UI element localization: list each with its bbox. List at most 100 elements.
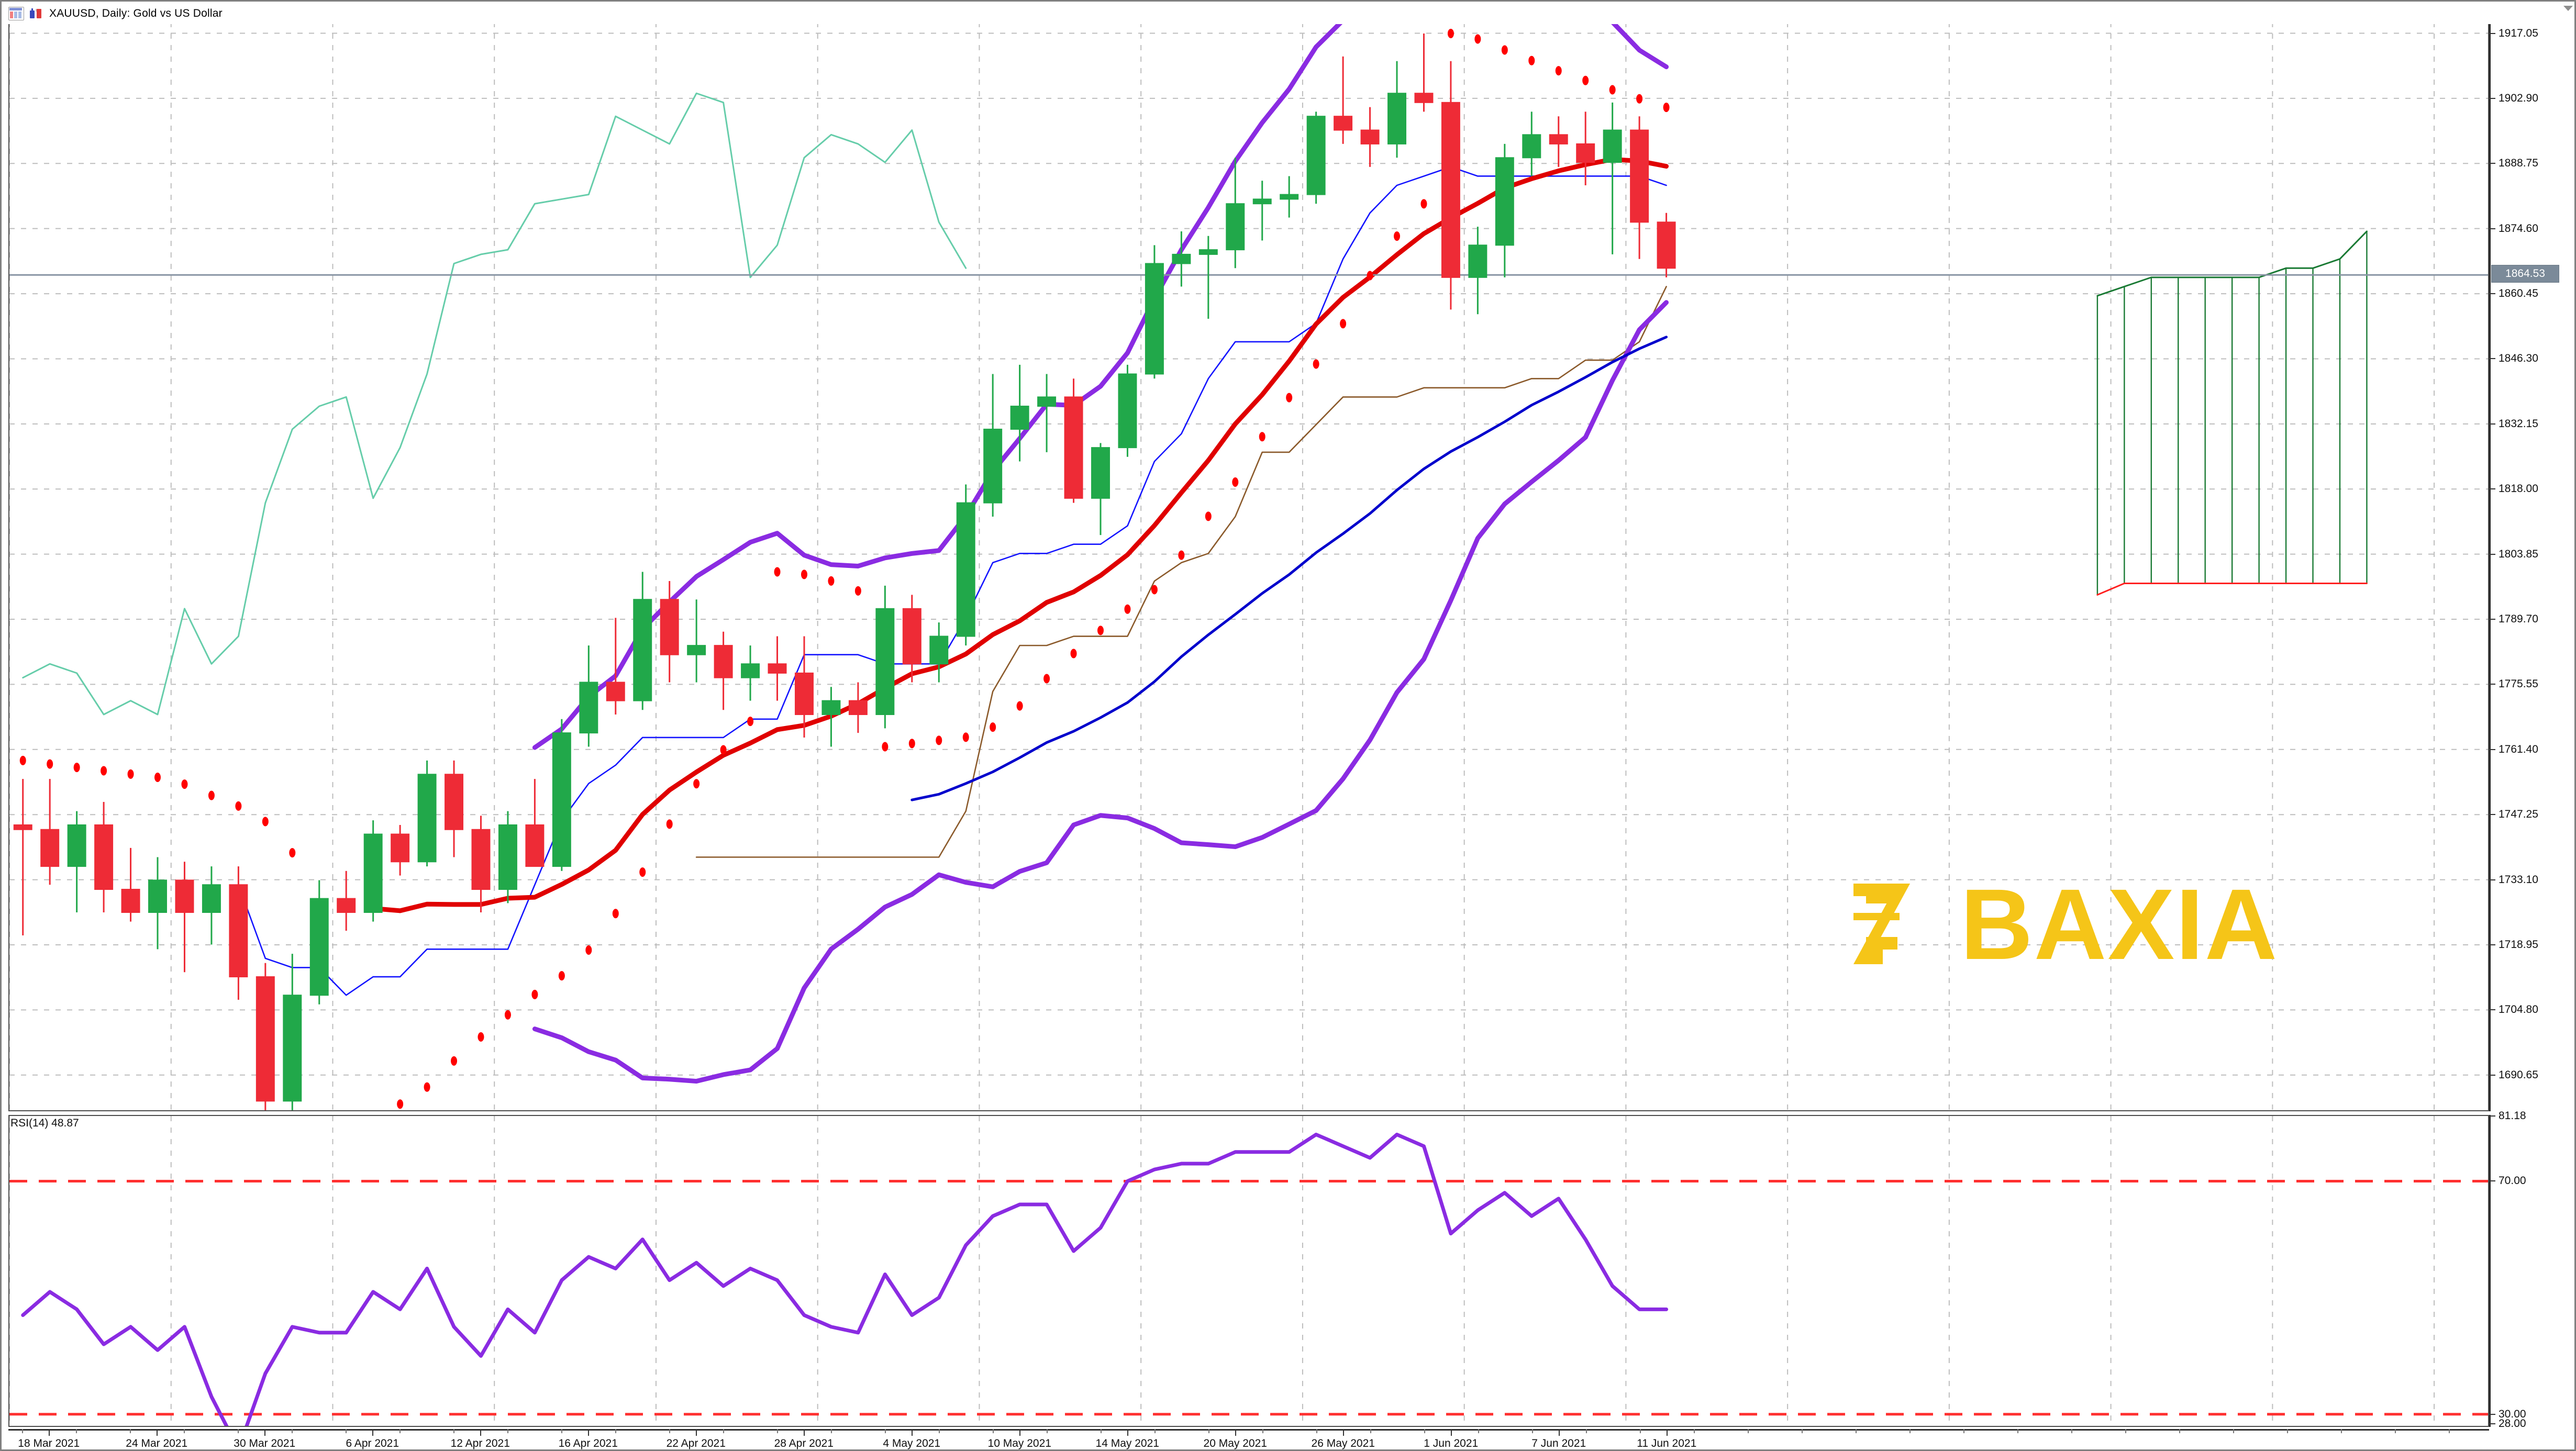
current-price-badge: 1864.53 (2491, 265, 2559, 283)
date-axis-tick (1559, 1429, 1560, 1436)
rsi-line (21, 1132, 1669, 1426)
date-axis-minor-tick (2017, 1429, 2018, 1433)
price-chart-svg (9, 10, 2488, 1110)
price-axis-label: 1917.05 (2499, 27, 2538, 39)
date-axis: 18 Mar 2021 24 Mar 2021 30 Mar 2021 6 Apr 2… (8, 1429, 2489, 1449)
price-axis-label: 1789.70 (2499, 613, 2538, 626)
date-axis-label: 28 Apr 2021 (774, 1437, 834, 1449)
date-axis-label: 1 Jun 2021 (1424, 1437, 1479, 1449)
rsi-axis: 81.18 70.00 30.00 28.00 (2489, 1110, 2574, 1430)
bollinger-lower (532, 300, 1669, 1084)
rsi-indicator-label: RSI(14) 48.87 (10, 1117, 79, 1129)
chart-title-bar: XAUUSD, Daily: Gold vs US Dollar (3, 3, 2574, 24)
date-axis-minor-tick (1478, 1429, 1479, 1433)
date-axis-minor-tick (345, 1429, 347, 1433)
price-axis-tick (2489, 293, 2495, 295)
candlestick-series (13, 33, 1676, 1110)
date-axis-label: 24 Mar 2021 (126, 1437, 188, 1449)
date-axis-label: 11 Jun 2021 (1637, 1437, 1697, 1449)
price-axis-tick (2489, 358, 2495, 360)
date-axis-minor-tick (830, 1429, 832, 1433)
date-axis-minor-tick (183, 1429, 185, 1433)
rsi-axis-label: 70.00 (2499, 1175, 2526, 1187)
price-axis-label: 1846.30 (2499, 352, 2538, 365)
date-axis-label: 18 Mar 2021 (18, 1437, 80, 1449)
price-axis-tick (2489, 163, 2495, 164)
rsi-axis-label: 30.00 (2499, 1408, 2526, 1420)
price-chart-pane[interactable] (8, 9, 2489, 1111)
date-axis-minor-tick (2394, 1429, 2396, 1433)
date-axis-minor-tick (561, 1429, 562, 1433)
date-axis-minor-tick (1046, 1429, 1048, 1433)
price-axis-label: 1888.75 (2499, 157, 2538, 170)
date-axis-label: 22 Apr 2021 (666, 1437, 726, 1449)
price-axis-tick (2489, 553, 2495, 555)
date-axis-tick (1343, 1429, 1345, 1436)
date-axis-minor-tick (237, 1429, 239, 1433)
rsi-axis-label: 28.00 (2499, 1417, 2526, 1430)
date-axis-minor-tick (1801, 1429, 1803, 1433)
date-axis-minor-tick (21, 1429, 23, 1433)
date-axis-label: 6 Apr 2021 (346, 1437, 399, 1449)
date-axis-tick (804, 1429, 805, 1436)
scroll-up-icon[interactable] (2562, 4, 2574, 13)
price-axis-tick (2489, 619, 2495, 620)
price-axis-tick (2489, 423, 2495, 425)
rsi-chart-svg (9, 1116, 2488, 1426)
price-axis-label: 1761.40 (2499, 743, 2538, 755)
date-axis-label: 30 Mar 2021 (234, 1437, 296, 1449)
date-axis-minor-tick (75, 1429, 77, 1433)
date-axis-minor-tick (1262, 1429, 1263, 1433)
chart-grid-icon[interactable] (8, 7, 24, 20)
tenkan-sen (238, 166, 1667, 996)
date-axis-minor-tick (776, 1429, 778, 1433)
date-axis-minor-tick (1208, 1429, 1209, 1433)
date-axis-minor-tick (1531, 1429, 1533, 1433)
moving-average-slow (911, 336, 1668, 801)
date-axis-minor-tick (1424, 1429, 1425, 1433)
price-axis-label: 1902.90 (2499, 92, 2538, 104)
price-axis-label: 1733.10 (2499, 873, 2538, 886)
date-axis-minor-tick (669, 1429, 670, 1433)
date-axis-minor-tick (1747, 1429, 1749, 1433)
date-axis-minor-tick (884, 1429, 886, 1433)
date-axis-label: 16 Apr 2021 (558, 1437, 618, 1449)
date-axis-minor-tick (2340, 1429, 2342, 1433)
date-axis-minor-tick (2286, 1429, 2288, 1433)
chikou-span (22, 92, 967, 716)
date-axis-tick (912, 1429, 913, 1436)
kijun-sen (695, 286, 1667, 858)
date-axis-minor-tick (453, 1429, 454, 1433)
parabolic-sar-dots (19, 28, 1670, 1109)
date-axis-minor-tick (2071, 1429, 2072, 1433)
date-axis-minor-tick (2233, 1429, 2234, 1433)
date-axis-tick (372, 1429, 374, 1436)
price-axis-label: 1690.65 (2499, 1068, 2538, 1081)
date-axis-tick (1235, 1429, 1237, 1436)
price-axis-tick (2489, 684, 2495, 685)
date-axis-minor-tick (1855, 1429, 1857, 1433)
candlestick-icon[interactable] (29, 7, 44, 20)
price-axis-label: 1803.85 (2499, 548, 2538, 560)
date-axis-tick (1019, 1429, 1021, 1436)
date-axis-minor-tick (1100, 1429, 1102, 1433)
date-axis-minor-tick (1370, 1429, 1371, 1433)
price-axis-label: 1775.55 (2499, 678, 2538, 690)
price-axis-label: 1747.25 (2499, 808, 2538, 821)
date-axis-minor-tick (615, 1429, 616, 1433)
date-axis-tick (264, 1429, 266, 1436)
rsi-axis-tick (2489, 1423, 2495, 1424)
price-axis-tick (2489, 1009, 2495, 1011)
rsi-chart-pane[interactable] (8, 1115, 2489, 1427)
date-axis-minor-tick (1639, 1429, 1641, 1433)
date-axis-minor-tick (1316, 1429, 1317, 1433)
price-axis-tick (2489, 228, 2495, 229)
date-axis-tick (1127, 1429, 1129, 1436)
price-axis-label: 1874.60 (2499, 222, 2538, 235)
date-axis-minor-tick (723, 1429, 724, 1433)
rsi-axis-tick (2489, 1115, 2495, 1117)
date-axis-label: 26 May 2021 (1311, 1437, 1375, 1449)
price-axis-label: 1860.45 (2499, 287, 2538, 300)
rsi-axis-tick (2489, 1180, 2495, 1182)
